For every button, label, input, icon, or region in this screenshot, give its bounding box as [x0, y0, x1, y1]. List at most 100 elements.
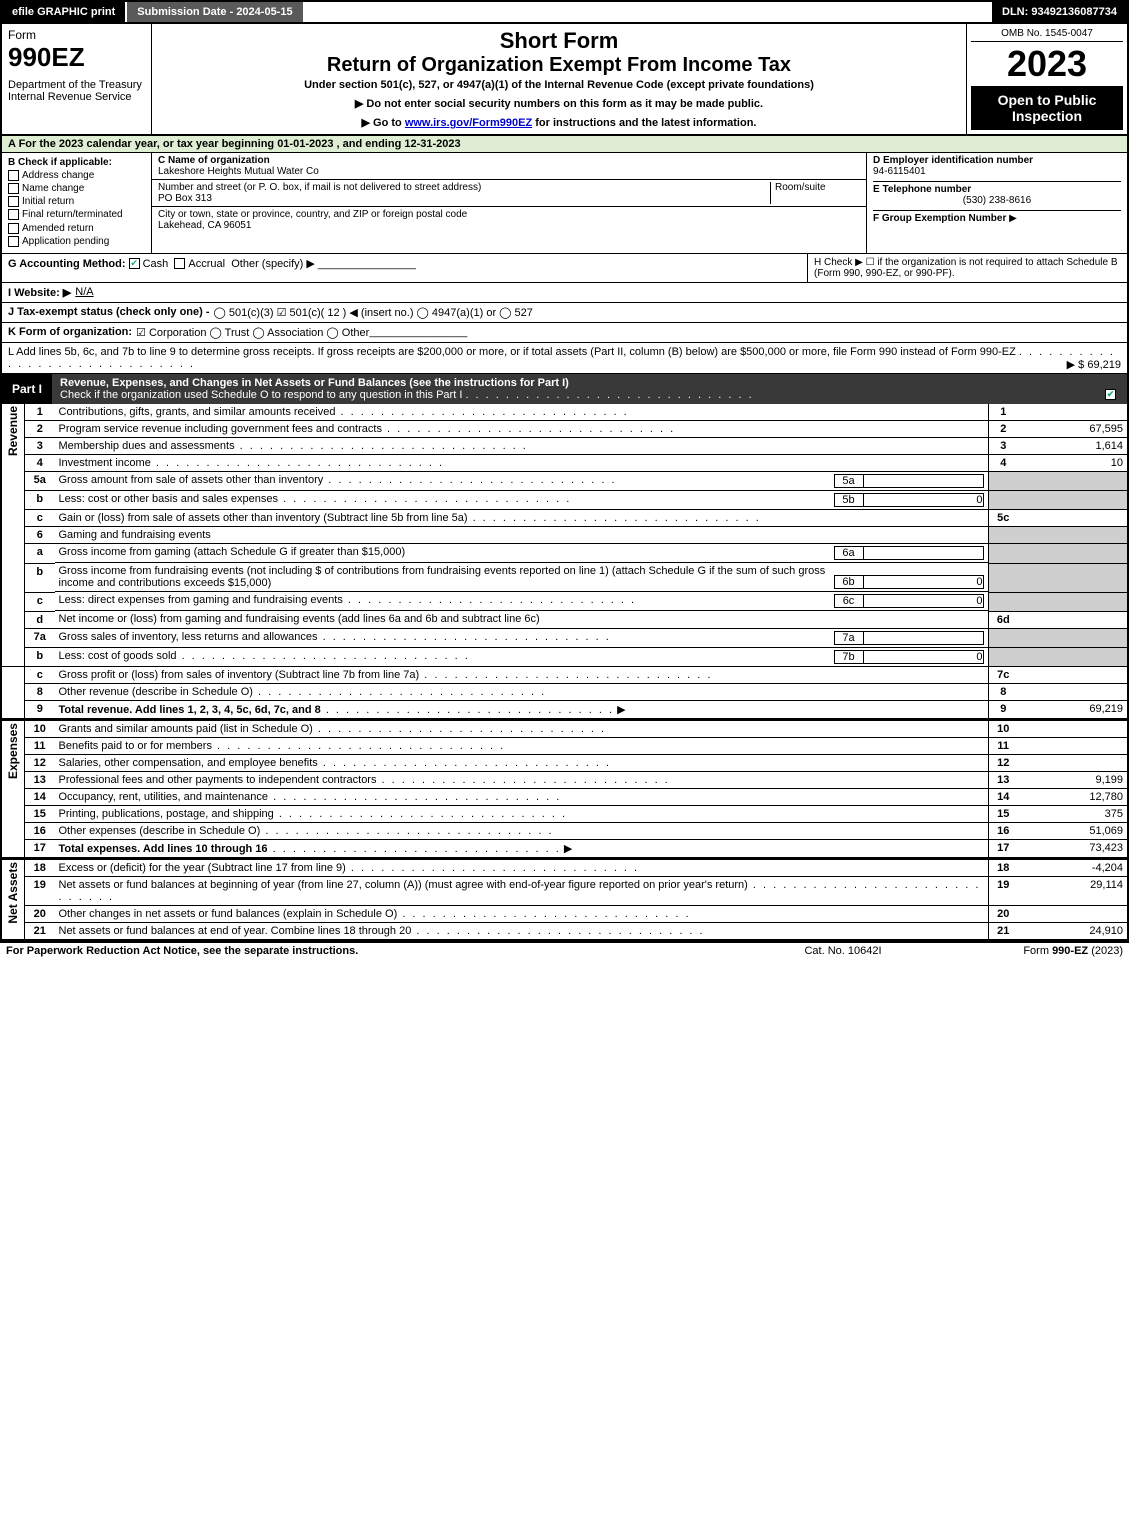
sub-5b: 5b [834, 493, 864, 507]
desc-6c: Less: direct expenses from gaming and fu… [59, 594, 343, 606]
chk-accrual[interactable] [174, 258, 185, 269]
row-k: K Form of organization: ☑ Corporation ◯ … [0, 323, 1129, 343]
chk-name-change[interactable]: Name change [8, 183, 145, 194]
rln-17: 17 [988, 840, 1018, 858]
row-i: I Website: ▶ N/A [0, 283, 1129, 303]
k-options: ☑ Corporation ◯ Trust ◯ Association ◯ Ot… [136, 326, 369, 339]
bullet2-post: for instructions and the latest informat… [532, 117, 756, 129]
rval-12 [1018, 755, 1128, 772]
rval-7c [1018, 667, 1128, 684]
rval-3: 1,614 [1018, 437, 1128, 454]
ln-6c: c [25, 592, 55, 611]
ln-5c: c [25, 510, 55, 527]
rval-21: 24,910 [1018, 923, 1128, 941]
open-to-public: Open to Public Inspection [971, 86, 1123, 130]
desc-7a: Gross sales of inventory, less returns a… [59, 631, 318, 643]
chk-cash[interactable] [129, 258, 140, 269]
desc-6d: Net income or (loss) from gaming and fun… [55, 611, 989, 628]
chk-application-pending[interactable]: Application pending [8, 236, 145, 247]
netassets-table: Net Assets 18Excess or (deficit) for the… [0, 858, 1129, 941]
sub-7b: 7b [834, 650, 864, 664]
expenses-table: Expenses 10 Grants and similar amounts pa… [0, 719, 1129, 858]
desc-2: Program service revenue including govern… [59, 423, 382, 435]
part-1-header: Part I Revenue, Expenses, and Changes in… [0, 374, 1129, 404]
desc-8: Other revenue (describe in Schedule O) [59, 686, 253, 698]
rln-10: 10 [988, 720, 1018, 738]
row-a-text: A For the 2023 calendar year, or tax yea… [8, 138, 461, 150]
rln-14: 14 [988, 789, 1018, 806]
short-form-title: Short Form [160, 28, 958, 54]
revenue-table: Revenue 1Contributions, gifts, grants, a… [0, 404, 1129, 720]
rln-5b-shade [988, 491, 1018, 510]
g-cash: Cash [143, 258, 169, 270]
street-label: Number and street (or P. O. box, if mail… [158, 182, 481, 193]
efile-print-button[interactable]: efile GRAPHIC print [2, 2, 127, 22]
desc-7b: Less: cost of goods sold [59, 650, 177, 662]
city-label: City or town, state or province, country… [158, 209, 860, 220]
rln-11: 11 [988, 738, 1018, 755]
chk-final-return[interactable]: Final return/terminated [8, 209, 145, 220]
ln-5a: 5a [25, 471, 55, 491]
chk-address-change[interactable]: Address change [8, 170, 145, 181]
chk-schedule-o[interactable] [1105, 389, 1116, 400]
sub-7a: 7a [834, 631, 864, 645]
chk-amended-return[interactable]: Amended return [8, 223, 145, 234]
ln-6a: a [25, 544, 55, 564]
desc-3: Membership dues and assessments [59, 440, 235, 452]
desc-15: Printing, publications, postage, and shi… [59, 808, 274, 820]
desc-17: Total expenses. Add lines 10 through 16 [59, 843, 268, 855]
desc-13: Professional fees and other payments to … [59, 774, 377, 786]
ln-4: 4 [25, 454, 55, 471]
desc-16: Other expenses (describe in Schedule O) [59, 825, 261, 837]
col-b: B Check if applicable: Address change Na… [2, 153, 152, 253]
footer-formref: Form 990-EZ (2023) [943, 945, 1123, 957]
j-options: ◯ 501(c)(3) ☑ 501(c)( 12 ) ◀ (insert no.… [214, 306, 533, 319]
rval-2: 67,595 [1018, 420, 1128, 437]
desc-7c: Gross profit or (loss) from sales of inv… [59, 669, 420, 681]
row-j: J Tax-exempt status (check only one) - ◯… [0, 303, 1129, 323]
b-label: B Check if applicable: [8, 157, 112, 168]
rval-6d [1018, 611, 1128, 628]
rln-6a-shade [988, 544, 1018, 564]
ln-1: 1 [25, 404, 55, 421]
ln-14: 14 [25, 789, 55, 806]
rval-13: 9,199 [1018, 772, 1128, 789]
bullet-2: ▶ Go to www.irs.gov/Form990EZ for instru… [160, 116, 958, 129]
sub-6a: 6a [834, 546, 864, 560]
part-1-title: Revenue, Expenses, and Changes in Net As… [60, 377, 569, 389]
chk-initial-return[interactable]: Initial return [8, 196, 145, 207]
omb-number: OMB No. 1545-0047 [971, 28, 1123, 42]
rln-21: 21 [988, 923, 1018, 941]
l-text: L Add lines 5b, 6c, and 7b to line 9 to … [8, 346, 1016, 358]
city-value: Lakehead, CA 96051 [158, 220, 860, 231]
desc-10: Grants and similar amounts paid (list in… [59, 723, 313, 735]
dept-label: Department of the Treasury Internal Reve… [8, 79, 145, 103]
rval-19: 29,114 [1018, 877, 1128, 906]
part-1-tag: Part I [2, 379, 52, 399]
rln-12: 12 [988, 755, 1018, 772]
d-label: D Employer identification number [873, 155, 1033, 166]
side-expenses: Expenses [1, 720, 25, 858]
rval-6b-shade [1018, 563, 1128, 592]
rval-16: 51,069 [1018, 823, 1128, 840]
rval-4: 10 [1018, 454, 1128, 471]
part-1-title-wrap: Revenue, Expenses, and Changes in Net As… [52, 374, 1127, 404]
rln-9: 9 [988, 701, 1018, 719]
desc-12: Salaries, other compensation, and employ… [59, 757, 318, 769]
rval-10 [1018, 720, 1128, 738]
rval-17: 73,423 [1018, 840, 1128, 858]
rln-19: 19 [988, 877, 1018, 906]
rln-20: 20 [988, 906, 1018, 923]
desc-21: Net assets or fund balances at end of ye… [59, 925, 412, 937]
side-revenue: Revenue [1, 404, 25, 667]
subval-5a [864, 474, 984, 488]
ln-15: 15 [25, 806, 55, 823]
return-title: Return of Organization Exempt From Incom… [160, 54, 958, 77]
irs-link[interactable]: www.irs.gov/Form990EZ [405, 117, 532, 129]
subval-6c: 0 [864, 594, 984, 608]
rval-18: -4,204 [1018, 859, 1128, 877]
submission-date-button[interactable]: Submission Date - 2024-05-15 [127, 2, 304, 22]
side-netassets: Net Assets [1, 859, 25, 940]
sub-5a: 5a [834, 474, 864, 488]
rval-11 [1018, 738, 1128, 755]
